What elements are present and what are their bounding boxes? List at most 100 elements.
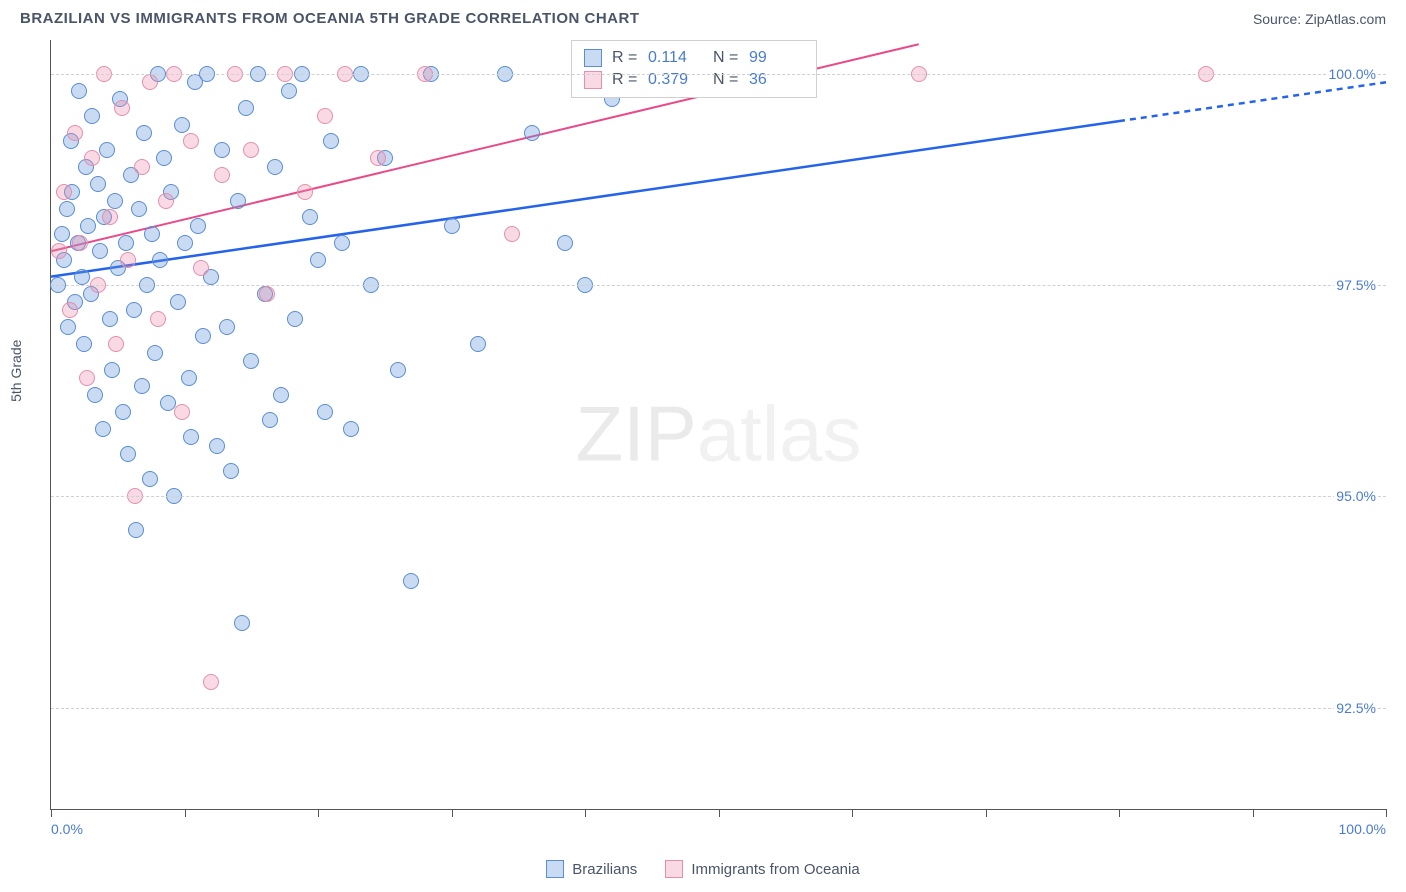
x-tick [1253,809,1254,817]
data-point [134,159,150,175]
data-point [267,159,283,175]
data-point [273,387,289,403]
stat-n-value: 99 [749,49,804,67]
data-point [238,100,254,116]
data-point [142,471,158,487]
data-point [504,226,520,242]
x-tick-label: 100.0% [1339,821,1386,837]
data-point [104,362,120,378]
data-point [193,260,209,276]
data-point [323,133,339,149]
stats-legend-row: R =0.114N =99 [584,47,804,69]
data-point [108,336,124,352]
gridline [51,708,1386,709]
data-point [114,100,130,116]
data-point [524,125,540,141]
y-tick-label: 92.5% [1334,700,1378,716]
data-point [72,235,88,251]
stats-legend: R =0.114N =99R =0.379N =36 [571,40,817,98]
data-point [79,370,95,386]
data-point [107,193,123,209]
data-point [287,311,303,327]
data-point [334,235,350,251]
data-point [74,269,90,285]
y-tick-label: 100.0% [1327,66,1378,82]
data-point [281,83,297,99]
data-point [120,252,136,268]
y-tick-label: 97.5% [1334,277,1378,293]
data-point [84,108,100,124]
data-point [126,302,142,318]
data-point [62,302,78,318]
data-point [209,438,225,454]
data-point [297,184,313,200]
data-point [152,252,168,268]
data-point [230,193,246,209]
data-point [59,201,75,217]
data-point [203,674,219,690]
data-point [234,615,250,631]
x-tick [1386,809,1387,817]
data-point [259,286,275,302]
legend-item: Immigrants from Oceania [665,860,859,878]
source-attribution: Source: ZipAtlas.com [1253,11,1386,27]
data-point [158,193,174,209]
data-point [470,336,486,352]
data-point [183,429,199,445]
data-point [403,573,419,589]
x-tick [51,809,52,817]
data-point [214,167,230,183]
data-point [262,412,278,428]
data-point [142,74,158,90]
data-point [343,421,359,437]
data-point [195,328,211,344]
gridline [51,74,1386,75]
data-point [170,294,186,310]
data-point [317,108,333,124]
data-point [390,362,406,378]
data-point [84,150,100,166]
data-point [76,336,92,352]
data-point [67,125,83,141]
y-axis-label: 5th Grade [8,339,24,401]
legend-swatch [584,49,602,67]
stat-r-label: R = [612,49,638,67]
data-point [183,133,199,149]
x-tick-label: 0.0% [51,821,83,837]
data-point [243,353,259,369]
legend-swatch [546,860,564,878]
data-point [87,387,103,403]
gridline [51,285,1386,286]
data-point [128,522,144,538]
data-point [150,311,166,327]
x-tick [852,809,853,817]
x-tick [719,809,720,817]
x-tick [318,809,319,817]
stat-n-label: N = [713,49,739,67]
data-point [54,226,70,242]
data-point [118,235,134,251]
data-point [120,446,136,462]
data-point [219,319,235,335]
data-point [131,201,147,217]
data-point [102,311,118,327]
data-point [102,209,118,225]
y-tick-label: 95.0% [1334,488,1378,504]
data-point [174,404,190,420]
x-tick [185,809,186,817]
data-point [156,150,172,166]
series-legend: BraziliansImmigrants from Oceania [0,860,1406,882]
data-point [174,117,190,133]
gridline [51,496,1386,497]
data-point [95,421,111,437]
data-point [71,83,87,99]
x-tick [1119,809,1120,817]
data-point [214,142,230,158]
data-point [147,345,163,361]
data-point [317,404,333,420]
data-point [144,226,160,242]
x-tick [585,809,586,817]
data-point [177,235,193,251]
legend-swatch [665,860,683,878]
data-point [92,243,108,259]
